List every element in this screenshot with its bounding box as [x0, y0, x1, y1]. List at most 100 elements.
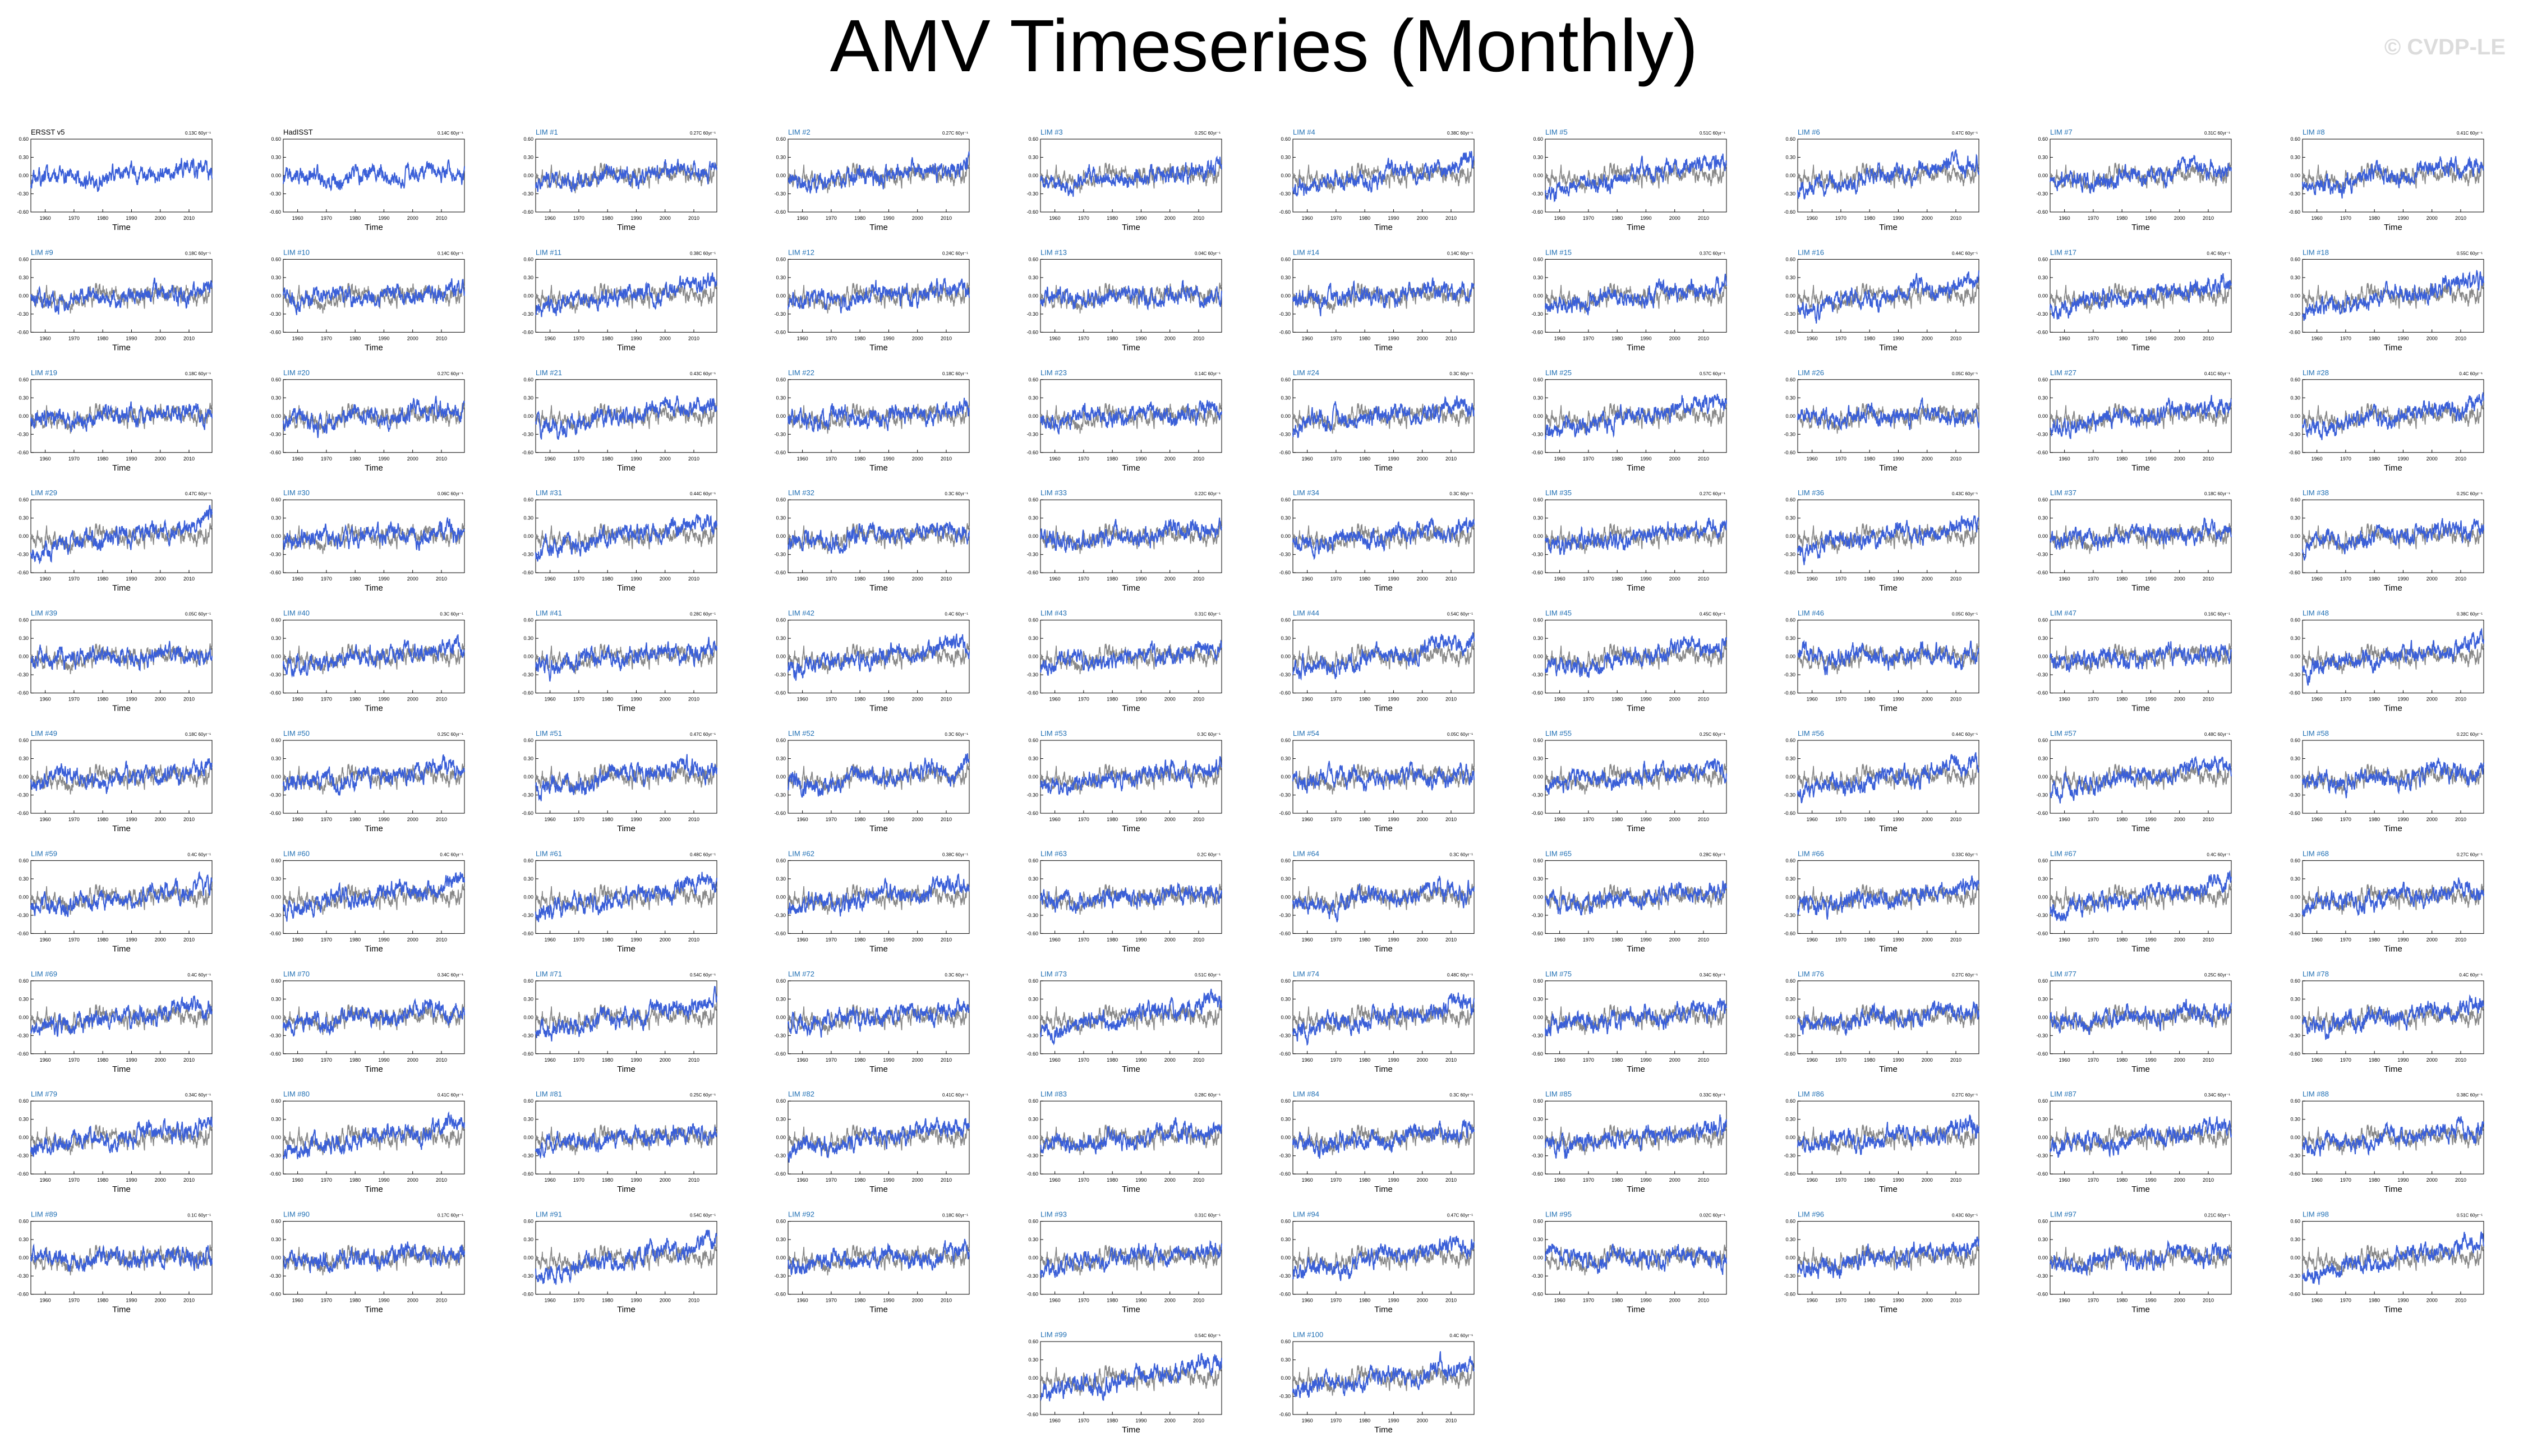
y-tick-label: 0.00 — [271, 774, 281, 780]
x-tick-label: 2010 — [2455, 456, 2466, 462]
x-tick-label: 2010 — [1698, 1298, 1709, 1303]
x-tick-label: 2010 — [941, 335, 952, 341]
x-tick-label: 1960 — [1807, 1177, 1818, 1183]
y-tick-label: 0.30 — [1533, 155, 1543, 160]
y-tick-label: 0.60 — [1281, 1219, 1291, 1224]
x-tick-label: 2010 — [183, 1177, 195, 1183]
x-tick-label: 2000 — [1669, 1057, 1680, 1063]
chart-panel: LIM #90 0.17C 60yr⁻¹0.600.300.00-0.30-0.6… — [269, 1210, 465, 1315]
x-tick-label: 1960 — [1049, 215, 1061, 221]
y-tick-label: 0.00 — [1785, 173, 1795, 178]
chart-panel: LIM #61 0.48C 60yr⁻¹0.600.300.00-0.30-0.6… — [522, 849, 717, 953]
panel-title: LIM #80 — [283, 1090, 310, 1098]
x-tick-label: 2000 — [1669, 456, 1680, 462]
x-tick-label: 1990 — [883, 215, 894, 221]
series-line — [1545, 998, 1727, 1036]
y-tick-label: -0.60 — [17, 1051, 29, 1057]
x-tick-label: 1970 — [1583, 697, 1594, 702]
panel-trend: 0.18C 60yr⁻¹ — [185, 371, 211, 376]
chart-panel: LIM #94 0.47C 60yr⁻¹0.600.300.00-0.30-0.6… — [1279, 1210, 1475, 1315]
x-tick-label: 2010 — [1193, 1177, 1204, 1183]
series-line — [283, 872, 465, 922]
x-tick-label: 1990 — [883, 1298, 894, 1303]
y-tick-label: 0.00 — [271, 413, 281, 419]
y-tick-label: 0.60 — [1533, 978, 1543, 984]
y-tick-label: 0.30 — [19, 275, 29, 280]
series-line — [1292, 517, 1475, 560]
y-tick-label: -0.30 — [1026, 1153, 1038, 1159]
y-tick-label: -0.30 — [269, 191, 281, 197]
y-tick-label: -0.30 — [1531, 311, 1543, 317]
x-tick-label: 1980 — [349, 456, 361, 462]
x-tick-label: 2010 — [2455, 817, 2466, 822]
x-tick-label: 1970 — [1078, 215, 1089, 221]
x-tick-label: 2000 — [2174, 456, 2185, 462]
y-tick-label: 0.00 — [1785, 1135, 1795, 1140]
panel-title: LIM #18 — [2303, 248, 2329, 256]
panel-title: LIM #88 — [2303, 1090, 2329, 1098]
y-tick-label: -0.60 — [2288, 1051, 2300, 1057]
panel-title: LIM #66 — [1798, 849, 1824, 858]
observed-line — [535, 1004, 717, 1035]
x-axis-label: Time — [112, 1065, 131, 1074]
y-tick-label: -0.60 — [774, 930, 786, 936]
chart-panel: LIM #92 0.18C 60yr⁻¹0.600.300.00-0.30-0.6… — [774, 1210, 970, 1315]
observed-line — [283, 643, 465, 675]
x-tick-label: 1970 — [321, 1177, 332, 1183]
chart-panel: LIM #77 0.25C 60yr⁻¹0.600.300.00-0.30-0.6… — [2036, 970, 2232, 1074]
x-tick-label: 1960 — [1807, 1298, 1818, 1303]
y-tick-label: -0.30 — [269, 431, 281, 437]
y-tick-label: 0.60 — [2290, 618, 2300, 623]
panel-trend: 0.3C 60yr⁻¹ — [945, 973, 968, 978]
x-tick-label: 1980 — [1611, 335, 1623, 341]
y-tick-label: -0.60 — [17, 690, 29, 696]
x-axis-label: Time — [2384, 824, 2402, 833]
y-tick-label: -0.60 — [269, 930, 281, 936]
y-tick-label: 0.60 — [271, 136, 281, 142]
y-tick-label: 0.30 — [1533, 1237, 1543, 1242]
x-axis-label: Time — [1122, 463, 1140, 473]
series-line — [1797, 397, 1979, 431]
y-tick-label: -0.30 — [1279, 792, 1291, 798]
y-tick-label: -0.60 — [1026, 690, 1038, 696]
series-line — [1545, 273, 1727, 316]
y-tick-label: 0.00 — [271, 1015, 281, 1020]
x-tick-label: 1970 — [1078, 456, 1089, 462]
x-tick-label: 1960 — [1554, 215, 1565, 221]
x-tick-label: 2010 — [1193, 817, 1204, 822]
y-tick-label: -0.60 — [774, 570, 786, 575]
x-tick-label: 1970 — [2340, 215, 2351, 221]
x-tick-label: 2010 — [1445, 697, 1457, 702]
x-tick-label: 2010 — [2455, 937, 2466, 942]
panel-trend: 0.43C 60yr⁻¹ — [1952, 491, 1978, 496]
chart-panel: LIM #4 0.38C 60yr⁻¹0.600.300.00-0.30-0.60… — [1279, 128, 1475, 232]
y-tick-label: 0.30 — [19, 155, 29, 160]
chart-panel: LIM #13 0.04C 60yr⁻¹0.600.300.00-0.30-0.6… — [1026, 248, 1222, 352]
y-tick-label: 0.00 — [271, 533, 281, 539]
y-tick-label: 0.30 — [2038, 275, 2048, 280]
x-tick-label: 1970 — [321, 456, 332, 462]
y-tick-label: -0.60 — [17, 570, 29, 575]
y-tick-label: 0.00 — [1281, 774, 1291, 780]
series-line — [1797, 270, 1979, 324]
x-tick-label: 2000 — [660, 817, 671, 822]
x-tick-label: 1960 — [797, 456, 808, 462]
y-tick-label: 0.00 — [2290, 533, 2300, 539]
x-tick-label: 1980 — [1107, 215, 1118, 221]
x-tick-label: 1970 — [826, 697, 837, 702]
y-tick-label: 0.30 — [271, 1117, 281, 1122]
y-tick-label: 0.30 — [19, 1237, 29, 1242]
y-tick-label: -0.30 — [2288, 552, 2300, 557]
y-tick-label: 0.00 — [2038, 894, 2048, 900]
chart-panel: LIM #59 0.4C 60yr⁻¹0.600.300.00-0.30-0.60… — [17, 849, 213, 953]
x-tick-label: 2010 — [1193, 1418, 1204, 1423]
x-tick-label: 2000 — [912, 335, 923, 341]
y-tick-label: 0.60 — [776, 738, 786, 743]
y-tick-label: 0.00 — [19, 1255, 29, 1261]
x-tick-label: 1970 — [826, 937, 837, 942]
panel-title: LIM #58 — [2303, 729, 2329, 738]
y-tick-label: -0.60 — [2288, 930, 2300, 936]
panel-trend: 0.44C 60yr⁻¹ — [1952, 251, 1978, 256]
y-tick-label: 0.30 — [1533, 395, 1543, 400]
panel-trend: 0.3C 60yr⁻¹ — [1449, 371, 1473, 376]
